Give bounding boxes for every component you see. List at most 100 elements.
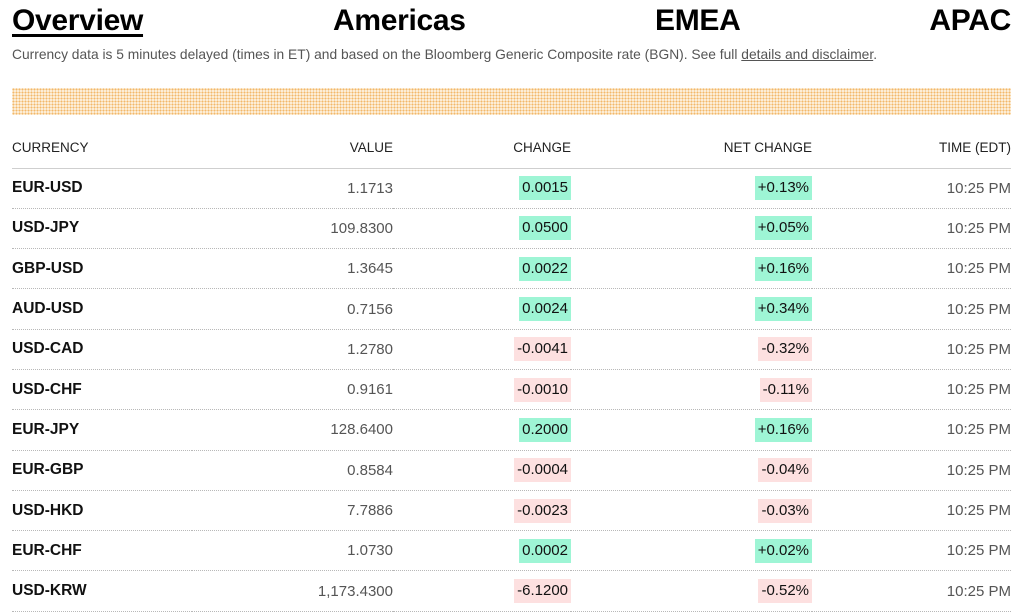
net-change-value: +0.16% xyxy=(754,256,812,281)
header-net-change[interactable]: NET CHANGE xyxy=(571,128,812,169)
time-cell: 10:25 PM xyxy=(812,530,1011,572)
change-cell: 0.0024 xyxy=(393,288,571,330)
table-row[interactable]: GBP-USD 1.3645 0.0022 +0.16% 10:25 PM xyxy=(12,248,1011,290)
net-change-value: -0.52% xyxy=(758,579,812,604)
value-cell: 1.2780 xyxy=(192,329,393,370)
net-change-cell: +0.02% xyxy=(571,530,812,572)
change-value: 0.0002 xyxy=(519,538,571,563)
currency-pair-link[interactable]: EUR-CHF xyxy=(12,530,192,572)
net-change-value: +0.13% xyxy=(754,176,812,201)
time-cell: 10:25 PM xyxy=(812,409,1011,451)
value-cell: 1.3645 xyxy=(192,248,393,290)
table-header-row: CURRENCY VALUE CHANGE NET CHANGE TIME (E… xyxy=(12,128,1011,169)
value-cell: 128.6400 xyxy=(192,409,393,451)
value-cell: 1.1713 xyxy=(192,168,393,209)
net-change-value: -0.11% xyxy=(759,377,812,402)
net-change-cell: +0.05% xyxy=(571,208,812,250)
net-change-value: +0.02% xyxy=(754,538,812,563)
change-value: -0.0023 xyxy=(514,498,571,523)
change-cell: -0.0010 xyxy=(393,369,571,411)
table-row[interactable]: EUR-CHF 1.0730 0.0002 +0.02% 10:25 PM xyxy=(12,530,1011,572)
header-currency[interactable]: CURRENCY xyxy=(12,128,192,169)
net-change-value: -0.03% xyxy=(758,498,812,523)
net-change-value: +0.16% xyxy=(754,417,812,442)
change-cell: 0.0022 xyxy=(393,248,571,290)
tab-emea[interactable]: EMEA xyxy=(655,4,741,37)
net-change-cell: +0.13% xyxy=(571,168,812,209)
disclaimer-text: Currency data is 5 minutes delayed (time… xyxy=(12,46,877,64)
time-cell: 10:25 PM xyxy=(812,369,1011,411)
currency-pair-link[interactable]: USD-CAD xyxy=(12,329,192,370)
table-row[interactable]: USD-HKD 7.7886 -0.0023 -0.03% 10:25 PM xyxy=(12,490,1011,532)
ad-banner-placeholder xyxy=(12,88,1011,115)
change-value: 0.0022 xyxy=(519,256,571,281)
change-value: -0.0010 xyxy=(514,377,571,402)
currency-pair-link[interactable]: USD-CHF xyxy=(12,369,192,411)
change-value: 0.0024 xyxy=(519,297,571,322)
tab-overview[interactable]: Overview xyxy=(12,4,144,37)
time-cell: 10:25 PM xyxy=(812,288,1011,330)
change-cell: 0.0015 xyxy=(393,168,571,209)
time-cell: 10:25 PM xyxy=(812,570,1011,612)
disclaimer-suffix: . xyxy=(873,47,878,62)
table-body: EUR-USD 1.1713 0.0015 +0.13% 10:25 PM USD-JPY… xyxy=(12,168,1011,612)
change-cell: -0.0023 xyxy=(393,490,571,532)
value-cell: 0.8584 xyxy=(192,450,393,491)
currency-pair-link[interactable]: USD-JPY xyxy=(12,208,192,250)
value-cell: 0.7156 xyxy=(192,288,393,330)
change-value: -6.1200 xyxy=(514,579,571,604)
value-cell: 109.8300 xyxy=(192,208,393,250)
net-change-cell: -0.52% xyxy=(571,570,812,612)
header-change[interactable]: CHANGE xyxy=(393,128,571,169)
tab-americas[interactable]: Americas xyxy=(333,4,466,37)
net-change-cell: -0.04% xyxy=(571,450,812,491)
time-cell: 10:25 PM xyxy=(812,490,1011,532)
currency-pair-link[interactable]: EUR-USD xyxy=(12,168,192,209)
net-change-value: +0.34% xyxy=(754,297,812,322)
currency-pair-link[interactable]: EUR-GBP xyxy=(12,450,192,491)
time-cell: 10:25 PM xyxy=(812,208,1011,250)
region-tabs: Overview Americas EMEA APAC xyxy=(12,2,1011,42)
change-value: 0.0015 xyxy=(519,176,571,201)
net-change-cell: -0.32% xyxy=(571,329,812,370)
change-value: -0.0004 xyxy=(514,458,571,483)
currency-pair-link[interactable]: GBP-USD xyxy=(12,248,192,290)
table-row[interactable]: EUR-JPY 128.6400 0.2000 +0.16% 10:25 PM xyxy=(12,409,1011,451)
currency-pair-link[interactable]: USD-HKD xyxy=(12,490,192,532)
time-cell: 10:25 PM xyxy=(812,329,1011,370)
table-row[interactable]: USD-CAD 1.2780 -0.0041 -0.32% 10:25 PM xyxy=(12,329,1011,370)
net-change-value: -0.32% xyxy=(758,337,812,362)
table-row[interactable]: EUR-USD 1.1713 0.0015 +0.13% 10:25 PM xyxy=(12,168,1011,209)
currency-pair-link[interactable]: USD-KRW xyxy=(12,570,192,612)
time-cell: 10:25 PM xyxy=(812,168,1011,209)
change-cell: -0.0004 xyxy=(393,450,571,491)
time-cell: 10:25 PM xyxy=(812,450,1011,491)
value-cell: 0.9161 xyxy=(192,369,393,411)
disclaimer-body: Currency data is 5 minutes delayed (time… xyxy=(12,47,742,62)
table-row[interactable]: USD-KRW 1,173.4300 -6.1200 -0.52% 10:25 PM xyxy=(12,570,1011,612)
net-change-value: +0.05% xyxy=(754,216,812,241)
table-row[interactable]: EUR-GBP 0.8584 -0.0004 -0.04% 10:25 PM xyxy=(12,450,1011,491)
details-disclaimer-link[interactable]: details and disclaimer xyxy=(741,47,874,62)
net-change-cell: +0.16% xyxy=(571,409,812,451)
change-value: 0.2000 xyxy=(519,417,571,442)
net-change-value: -0.04% xyxy=(758,458,812,483)
header-time[interactable]: TIME (EDT) xyxy=(812,128,1011,169)
header-value[interactable]: VALUE xyxy=(192,128,393,169)
tab-apac[interactable]: APAC xyxy=(929,4,1011,37)
change-cell: -6.1200 xyxy=(393,570,571,612)
table-row[interactable]: USD-CHF 0.9161 -0.0010 -0.11% 10:25 PM xyxy=(12,369,1011,411)
currency-pair-link[interactable]: AUD-USD xyxy=(12,288,192,330)
currency-pair-link[interactable]: EUR-JPY xyxy=(12,409,192,451)
change-cell: 0.0002 xyxy=(393,530,571,572)
value-cell: 7.7886 xyxy=(192,490,393,532)
time-cell: 10:25 PM xyxy=(812,248,1011,290)
change-value: 0.0500 xyxy=(519,216,571,241)
net-change-cell: -0.03% xyxy=(571,490,812,532)
change-cell: 0.0500 xyxy=(393,208,571,250)
net-change-cell: +0.34% xyxy=(571,288,812,330)
change-cell: 0.2000 xyxy=(393,409,571,451)
table-row[interactable]: AUD-USD 0.7156 0.0024 +0.34% 10:25 PM xyxy=(12,288,1011,330)
table-row[interactable]: USD-JPY 109.8300 0.0500 +0.05% 10:25 PM xyxy=(12,208,1011,250)
currency-table: CURRENCY VALUE CHANGE NET CHANGE TIME (E… xyxy=(12,128,1011,612)
